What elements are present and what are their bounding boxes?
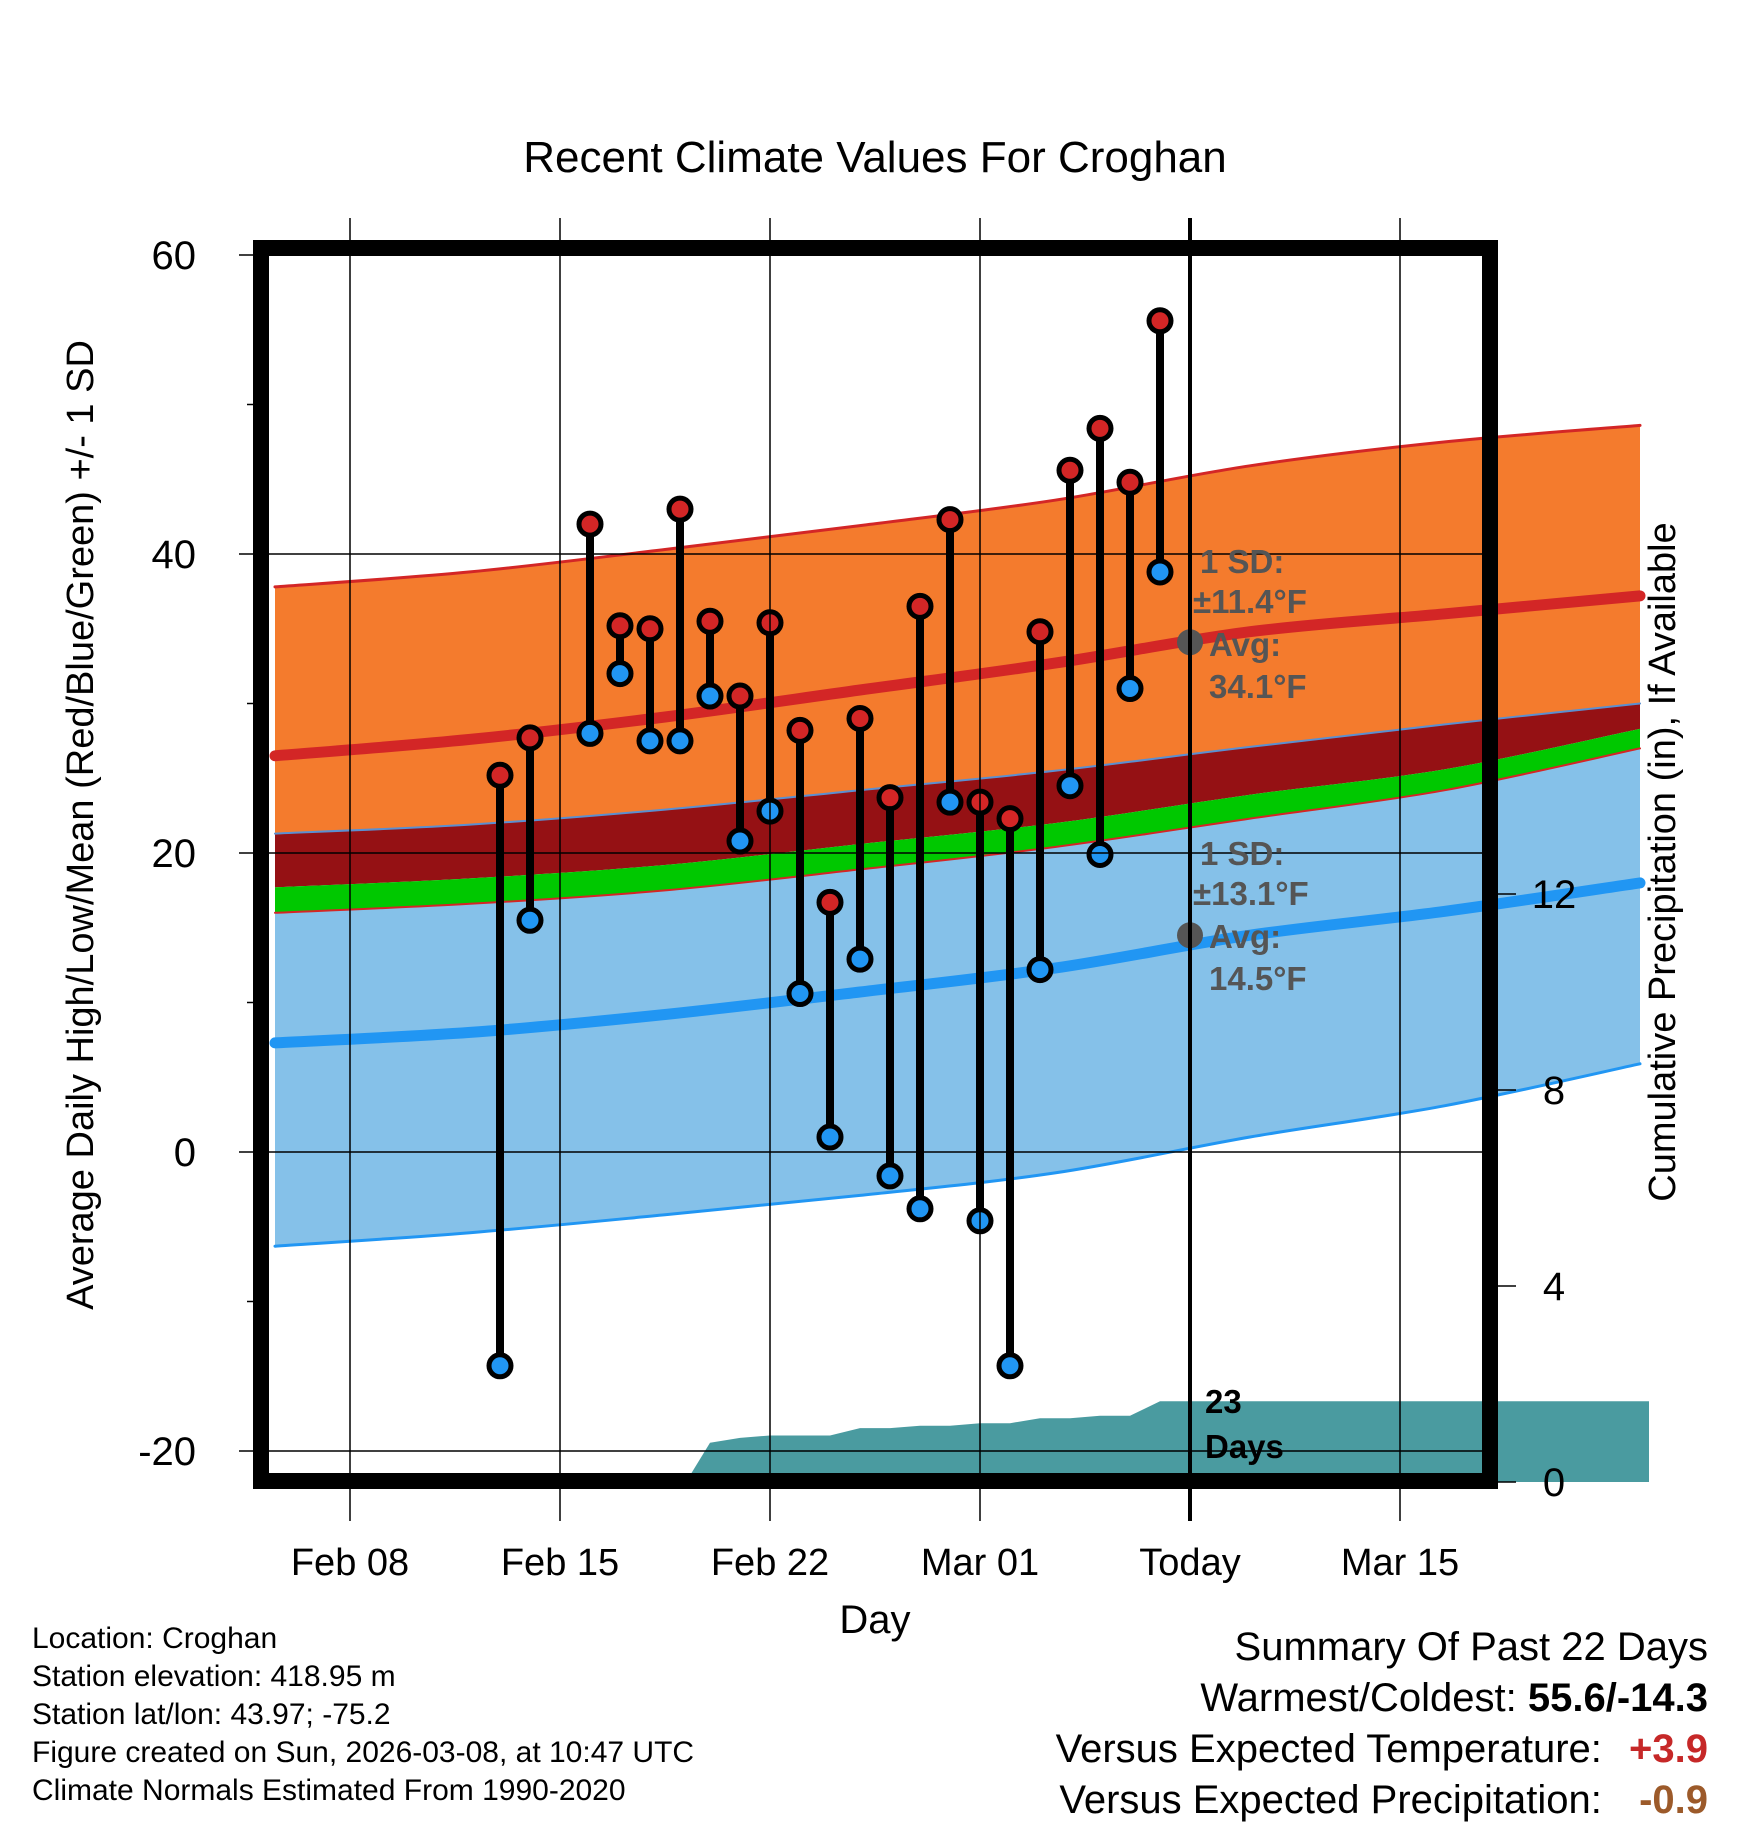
high-avg-label: Avg: [1209,626,1281,663]
high-avg-value: 34.1°F [1209,668,1307,705]
y-tick-label: 0 [174,1131,196,1175]
mean-band [275,728,1640,913]
location-text: Location: Croghan [32,1622,278,1655]
obs-low-dot [906,1195,934,1223]
station-info: Location: Croghan Station elevation: 418… [32,1620,694,1810]
low-mean-line [269,877,1646,1049]
plot-area [269,307,1649,1482]
days-label: Days [1205,1428,1284,1465]
x-tick-label: Feb 08 [291,1542,409,1584]
created-text: Figure created on Sun, 2026-03-08, at 10… [32,1736,695,1769]
obs-low-dot [486,1352,514,1380]
plot-frame [253,240,1498,1489]
temp-value: +3.9 [1629,1727,1708,1771]
y-tick-label: 40 [152,533,197,577]
y-axis-label: Average Daily High/Low/Mean (Red/Blue/Gr… [60,340,102,1310]
precip-value: -0.9 [1639,1778,1708,1822]
obs-low-dot [936,788,964,816]
obs-high-dot [996,805,1024,833]
obs-low-dot [1116,675,1144,703]
mean-lower-edge-line [274,747,1641,914]
y-tick-label: 20 [152,832,197,876]
obs-low-dot [696,682,724,710]
y2-tick-label: 12 [1532,873,1577,917]
obs-low-dot [876,1162,904,1190]
y-tick-label: 60 [152,234,197,278]
obs-low-dot [726,827,754,855]
obs-high-dot [516,724,544,752]
y2-axis-label: Cumulative Precipitation (in), If Availa… [1642,522,1684,1201]
obs-high-dot [486,761,514,789]
obs-high-dot [846,704,874,732]
low-sd-value: ±13.1°F [1193,875,1309,912]
obs-high-dot [786,716,814,744]
x-axis-label: Day [839,1598,910,1642]
chart-title: Recent Climate Values For Croghan [523,133,1227,182]
obs-low-dot [1026,956,1054,984]
obs-high-dot [606,612,634,640]
x-tick-label: Mar 15 [1341,1542,1459,1584]
x-tick-label: Today [1139,1542,1240,1584]
obs-high-dot [1026,618,1054,646]
x-tick-label: Mar 01 [921,1542,1039,1584]
temp-label: Versus Expected Temperature: [1055,1727,1602,1771]
obs-high-dot [1056,456,1084,484]
latlon-text: Station lat/lon: 43.97; -75.2 [32,1698,391,1731]
precip-area [686,1401,1649,1482]
obs-low-dot [1086,840,1114,868]
y2-tick-label: 0 [1543,1461,1565,1505]
low-avg-label: Avg: [1209,918,1281,955]
obs-low-dot [786,980,814,1008]
high-sd-band [275,425,1640,834]
summary-panel: Summary Of Past 22 Days Warmest/Coldest:… [1056,1622,1708,1826]
x-tick-label: Feb 22 [711,1542,829,1584]
obs-low-dot [516,906,544,934]
obs-high-dot [936,506,964,534]
obs-high-dot [636,615,664,643]
precip-label: Versus Expected Precipitation: [1059,1778,1602,1822]
obs-high-dot [876,784,904,812]
obs-high-dot [906,592,934,620]
obs-low-dot [996,1352,1024,1380]
obs-low-dot [1146,558,1174,586]
y2-tick-label: 4 [1543,1265,1565,1309]
high-sd-label: 1 SD: [1200,543,1284,580]
normals-text: Climate Normals Estimated From 1990-2020 [32,1774,626,1807]
x-tick-label: Feb 15 [501,1542,619,1584]
temp-row: Versus Expected Temperature: +3.9 [1056,1724,1708,1775]
obs-high-dot [666,495,694,523]
obs-high-dot [1116,468,1144,496]
obs-high-dot [576,510,604,538]
obs-high-dot [696,607,724,635]
low-sd-band [275,748,1640,1247]
summary-title: Summary Of Past 22 Days [1234,1625,1708,1669]
warm-cold-row: Warmest/Coldest: 55.6/-14.3 [1056,1673,1708,1724]
obs-low-dot [576,719,604,747]
obs-high-dot [1146,307,1174,335]
low-sd-label: 1 SD: [1200,835,1284,872]
y-tick-label: -20 [138,1430,196,1474]
days-count: 23 [1205,1383,1242,1420]
obs-low-dot [1056,772,1084,800]
obs-high-dot [726,682,754,710]
precip-row: Versus Expected Precipitation: -0.9 [1056,1775,1708,1826]
obs-low-dot [636,727,664,755]
warm-cold-label: Warmest/Coldest: [1200,1676,1517,1720]
obs-low-dot [846,945,874,973]
obs-high-dot [1086,414,1114,442]
high-sd-value: ±11.4°F [1193,583,1307,620]
warm-cold-value: 55.6/-14.3 [1527,1676,1708,1720]
obs-high-dot [816,888,844,916]
low-avg-value: 14.5°F [1209,960,1307,997]
obs-low-dot [606,660,634,688]
obs-low-dot [666,727,694,755]
obs-low-dot [816,1123,844,1151]
y2-tick-label: 8 [1543,1069,1565,1113]
elevation-text: Station elevation: 418.95 m [32,1660,396,1693]
